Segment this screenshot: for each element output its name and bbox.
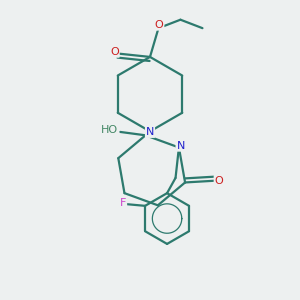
Text: N: N: [176, 141, 185, 151]
Text: N: N: [146, 127, 154, 137]
Text: HO: HO: [101, 125, 118, 135]
Text: O: O: [155, 20, 164, 30]
Text: F: F: [120, 199, 126, 208]
Text: O: O: [110, 47, 119, 57]
Text: O: O: [214, 176, 223, 186]
